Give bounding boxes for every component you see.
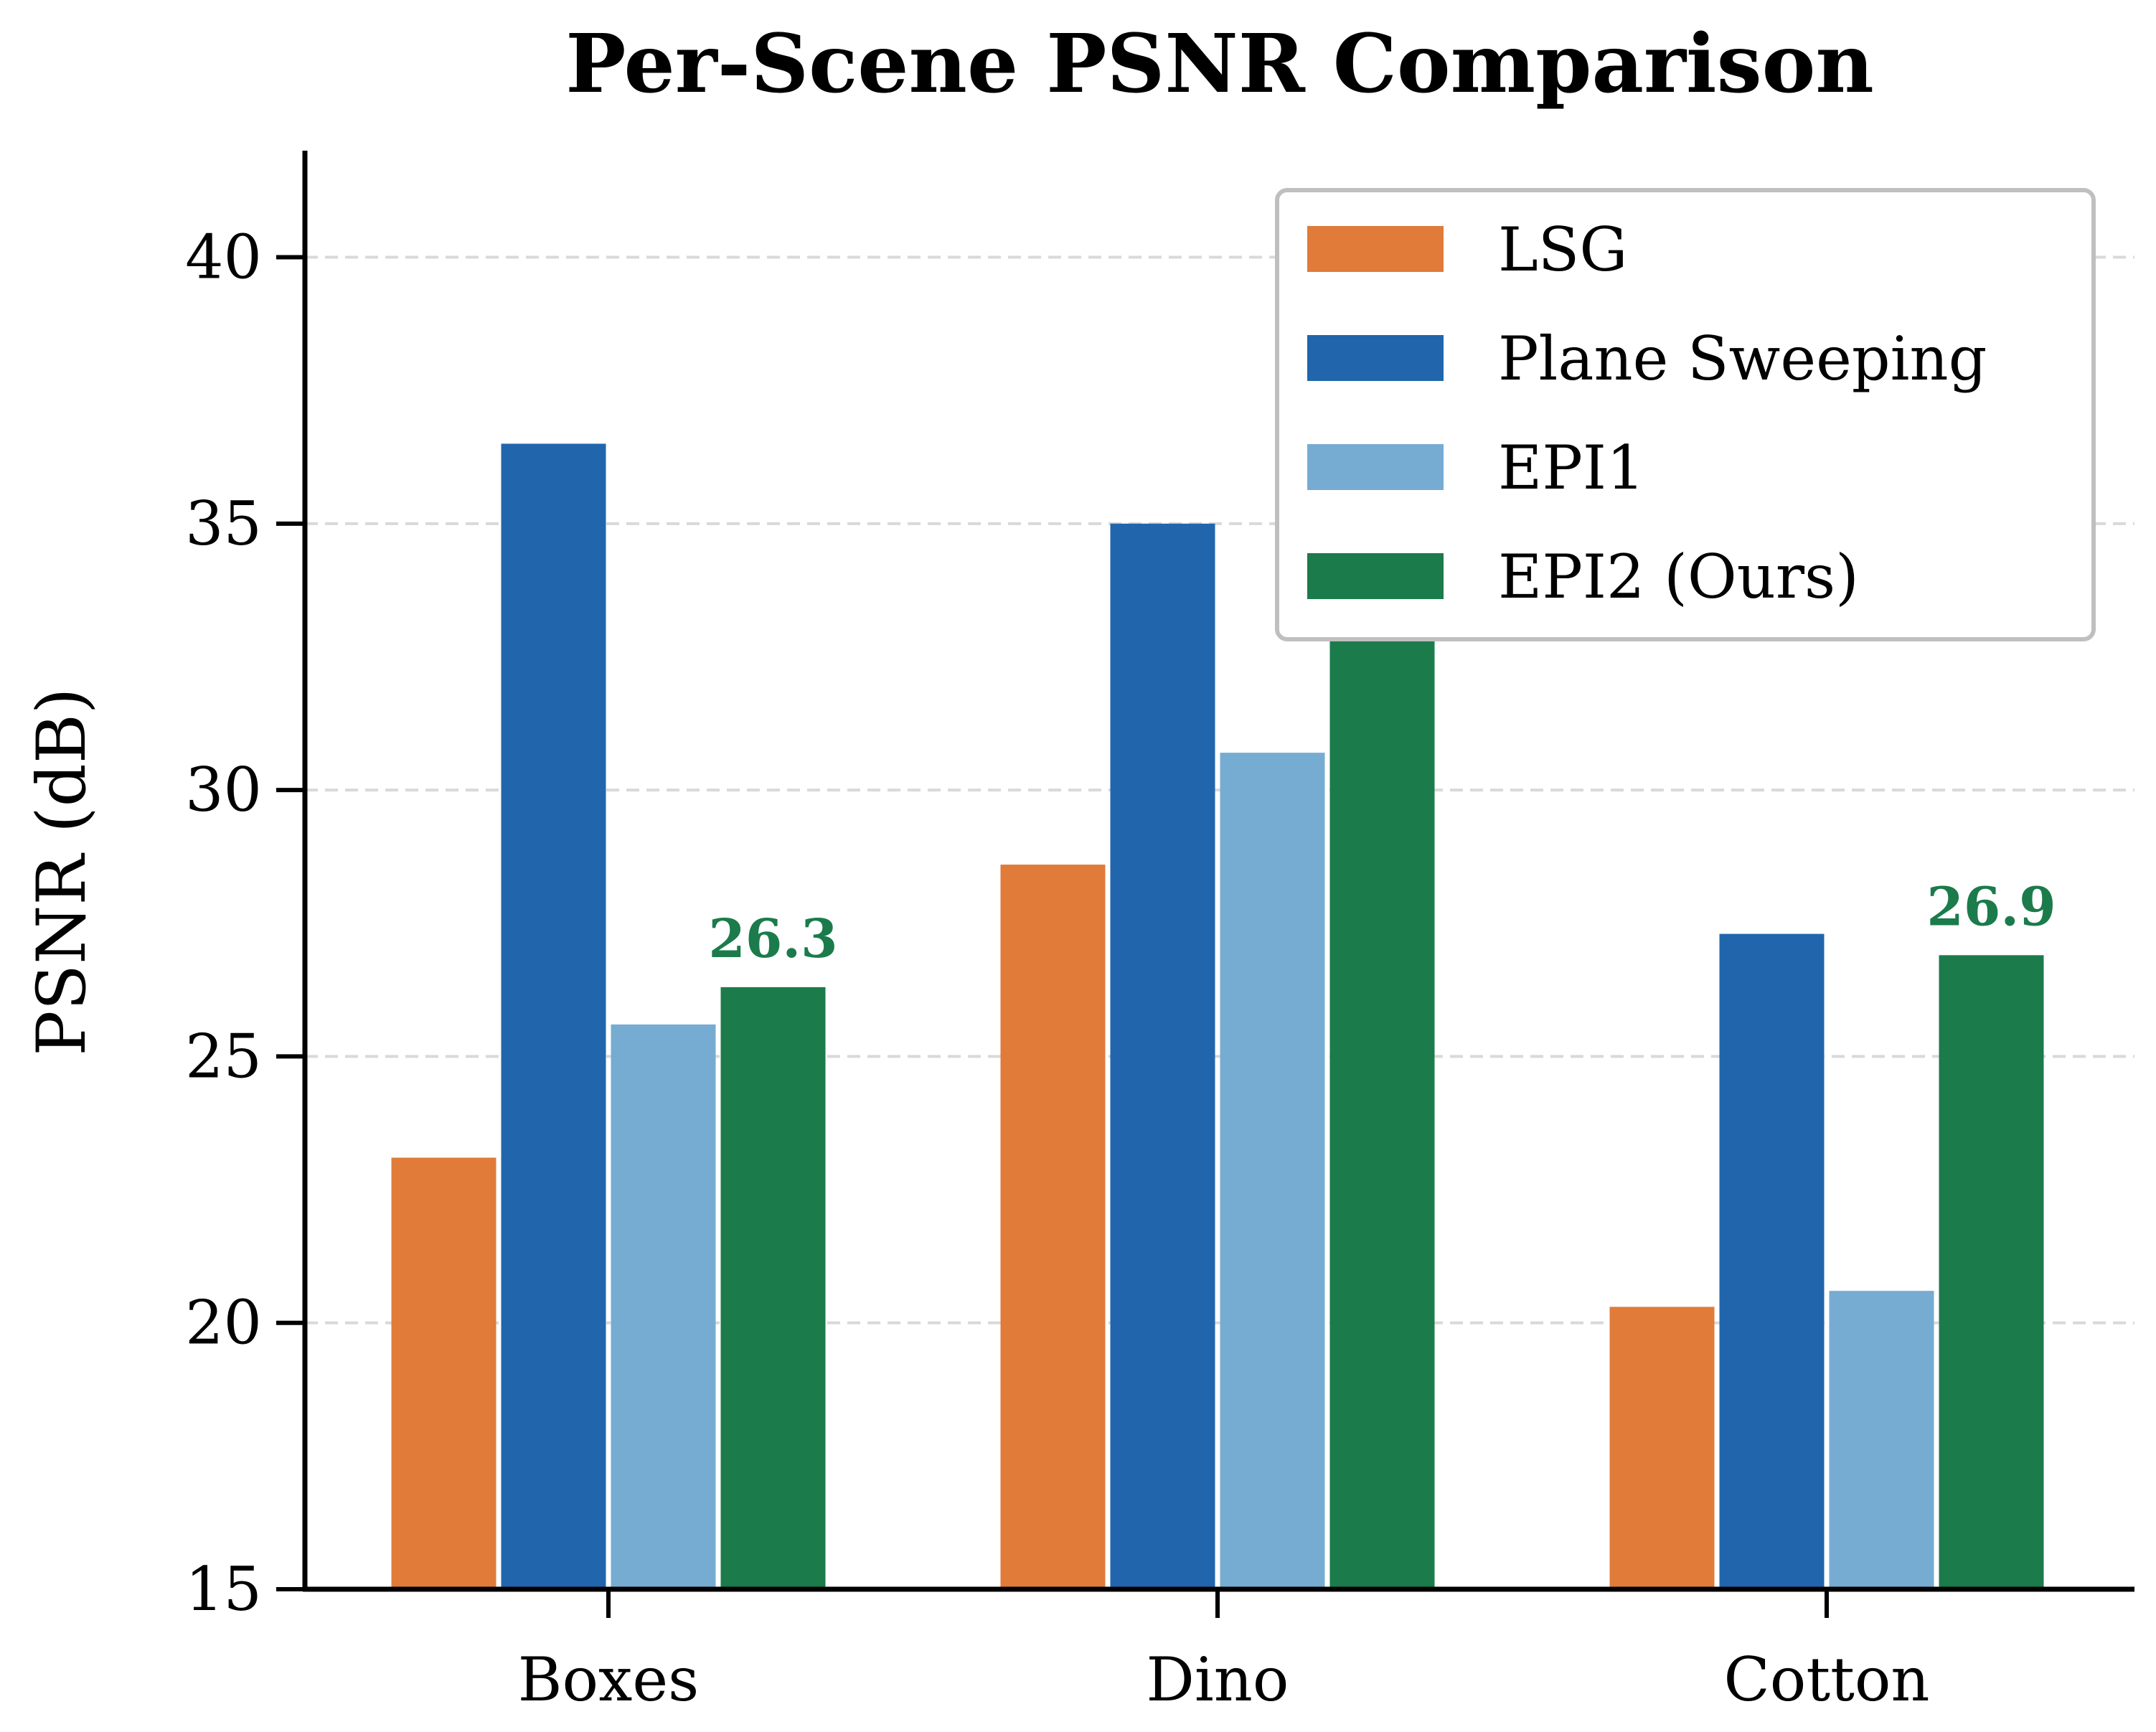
bar-dino-epi1 xyxy=(1220,753,1325,1589)
y-tick-label-40: 40 xyxy=(185,222,262,293)
bar-cotton-plane-sweeping xyxy=(1719,933,1825,1589)
legend-box xyxy=(1275,188,2096,641)
bar-cotton-lsg xyxy=(1609,1307,1715,1589)
y-tick-label-20: 20 xyxy=(185,1288,262,1358)
bar-cotton-epi1 xyxy=(1829,1291,1934,1589)
bar-cotton-epi2-ours xyxy=(1939,955,2044,1589)
bar-boxes-plane-sweeping xyxy=(501,443,606,1589)
legend-label-2: EPI1 xyxy=(1498,433,1644,503)
legend-swatch-2 xyxy=(1307,444,1444,490)
data-label-cotton: 26.9 xyxy=(1926,876,2056,938)
x-tick-label-boxes: Boxes xyxy=(518,1644,700,1715)
bar-boxes-epi1 xyxy=(611,1024,716,1589)
x-tick-label-dino: Dino xyxy=(1147,1644,1289,1715)
gridlines xyxy=(305,255,2134,1324)
bar-dino-epi2-ours xyxy=(1329,598,1435,1589)
y-tick-label-15: 15 xyxy=(185,1554,262,1624)
bar-dino-plane-sweeping xyxy=(1110,523,1215,1589)
legend-label-1: Plane Sweeping xyxy=(1498,324,1987,394)
y-tick-label-35: 35 xyxy=(185,489,262,559)
legend-swatch-1 xyxy=(1307,335,1444,381)
bar-boxes-lsg xyxy=(391,1157,496,1589)
legend-label-3: EPI2 (Ours) xyxy=(1498,542,1859,612)
chart-title: Per-Scene PSNR Comparison xyxy=(565,17,1874,111)
legend-swatch-0 xyxy=(1307,226,1444,272)
legend: LSG Plane Sweeping EPI1 EPI2 (Ours) xyxy=(1275,188,2096,641)
bar-boxes-epi2-ours xyxy=(720,987,826,1589)
x-tick-label-cotton: Cotton xyxy=(1723,1644,1929,1715)
y-tick-label-30: 30 xyxy=(185,755,262,825)
legend-label-0: LSG xyxy=(1498,215,1627,285)
y-tick-label-25: 25 xyxy=(185,1021,262,1091)
bar-dino-lsg xyxy=(1000,865,1106,1589)
data-label-boxes: 26.3 xyxy=(708,908,837,970)
legend-swatch-3 xyxy=(1307,553,1444,599)
y-axis-label: PSNR (dB) xyxy=(23,687,101,1055)
bars xyxy=(391,443,2044,1589)
axes: 15 20 25 30 35 40 Boxes Dino Cotton xyxy=(185,151,2134,1715)
